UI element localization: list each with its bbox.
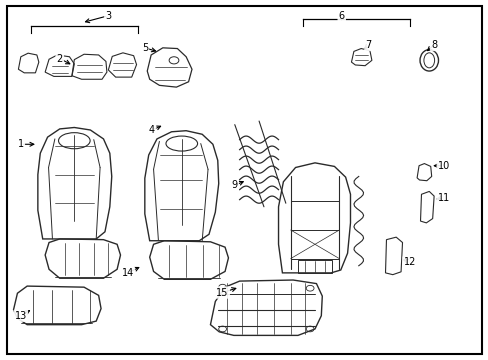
Text: 8: 8 — [430, 40, 436, 50]
Text: 5: 5 — [142, 43, 148, 53]
Text: 12: 12 — [403, 257, 415, 267]
Text: 11: 11 — [437, 193, 449, 203]
Text: 7: 7 — [365, 40, 371, 50]
Text: 4: 4 — [149, 125, 155, 135]
Text: 13: 13 — [15, 311, 27, 321]
Text: 10: 10 — [437, 161, 449, 171]
Text: 9: 9 — [231, 180, 237, 190]
Text: 6: 6 — [338, 11, 344, 21]
Text: 1: 1 — [18, 139, 24, 149]
Text: 3: 3 — [105, 11, 111, 21]
Text: 15: 15 — [216, 288, 228, 297]
Text: 2: 2 — [57, 54, 63, 64]
Text: 14: 14 — [122, 268, 134, 278]
